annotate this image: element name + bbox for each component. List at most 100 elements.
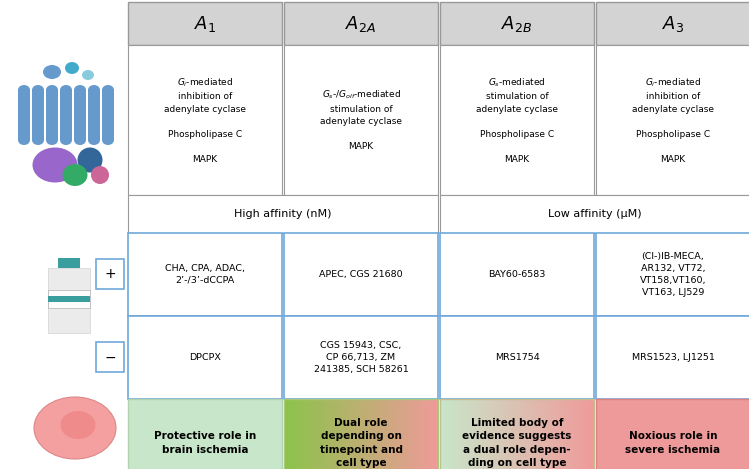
Bar	[658, 399, 660, 469]
Bar	[545, 399, 547, 469]
Bar	[548, 399, 550, 469]
Bar	[191, 399, 193, 469]
Bar	[156, 399, 158, 469]
Bar	[665, 399, 667, 469]
Bar	[733, 399, 735, 469]
Bar	[718, 399, 720, 469]
Bar	[551, 399, 553, 469]
Bar	[512, 399, 515, 469]
Bar	[445, 399, 446, 469]
Bar	[205, 399, 207, 469]
Bar	[252, 399, 255, 469]
Bar	[217, 399, 219, 469]
Bar	[474, 399, 476, 469]
Bar	[452, 399, 455, 469]
Bar	[678, 399, 679, 469]
Bar	[367, 399, 369, 469]
Bar	[233, 399, 234, 469]
Bar	[520, 399, 522, 469]
Bar	[440, 233, 594, 316]
Bar	[258, 399, 259, 469]
Bar	[182, 399, 184, 469]
Bar	[284, 233, 438, 316]
Bar	[231, 399, 233, 469]
Bar	[370, 399, 372, 469]
Bar	[483, 399, 485, 469]
Bar	[315, 399, 317, 469]
Bar	[102, 90, 114, 140]
Bar	[473, 399, 474, 469]
Bar	[515, 399, 518, 469]
Bar	[715, 399, 717, 469]
Bar	[687, 399, 689, 469]
Ellipse shape	[61, 411, 96, 439]
Bar	[401, 399, 403, 469]
Bar	[284, 399, 438, 469]
Bar	[301, 399, 303, 469]
Bar	[596, 399, 598, 469]
Bar	[455, 399, 458, 469]
Ellipse shape	[102, 135, 114, 145]
Bar	[46, 90, 58, 140]
Bar	[588, 399, 590, 469]
Bar	[189, 399, 192, 469]
Bar	[424, 399, 426, 469]
Bar	[310, 399, 312, 469]
Bar	[230, 399, 231, 469]
Bar	[236, 399, 238, 469]
Bar	[521, 399, 524, 469]
Bar	[333, 399, 336, 469]
Bar	[614, 399, 616, 469]
Bar	[610, 399, 612, 469]
Bar	[640, 399, 643, 469]
Bar	[627, 399, 629, 469]
Bar	[297, 399, 298, 469]
Bar	[213, 399, 215, 469]
Bar	[228, 399, 230, 469]
Bar	[655, 399, 657, 469]
Text: +: +	[104, 267, 116, 281]
Text: DPCPX: DPCPX	[189, 353, 221, 362]
Bar	[489, 399, 491, 469]
Bar	[389, 399, 391, 469]
Bar	[585, 399, 586, 469]
Bar	[261, 399, 262, 469]
Bar	[128, 195, 438, 233]
Bar	[364, 399, 366, 469]
Bar	[128, 45, 282, 195]
Bar	[175, 399, 176, 469]
Bar	[234, 399, 236, 469]
Bar	[688, 399, 691, 469]
Bar	[226, 399, 228, 469]
Bar	[48, 296, 90, 302]
Bar	[675, 399, 676, 469]
Bar	[616, 399, 618, 469]
Bar	[735, 399, 736, 469]
Bar	[319, 399, 321, 469]
Bar	[492, 399, 494, 469]
Bar	[318, 399, 320, 469]
Bar	[165, 399, 167, 469]
Bar	[276, 399, 278, 469]
Bar	[285, 399, 288, 469]
Bar	[440, 399, 442, 469]
Bar	[378, 399, 380, 469]
Bar	[602, 399, 604, 469]
Bar	[709, 399, 711, 469]
Bar	[601, 399, 603, 469]
Bar	[630, 399, 632, 469]
Bar	[554, 399, 556, 469]
Bar	[264, 399, 266, 469]
Bar	[560, 399, 562, 469]
Bar	[162, 399, 164, 469]
Bar	[440, 45, 594, 195]
Bar	[329, 399, 331, 469]
Bar	[336, 399, 339, 469]
Bar	[142, 399, 144, 469]
Text: $G_i$-mediated
inhibition of
adenylate cyclase

Phospholipase C

MAPK: $G_i$-mediated inhibition of adenylate c…	[632, 76, 714, 164]
Bar	[313, 399, 315, 469]
Ellipse shape	[65, 62, 79, 74]
Bar	[128, 2, 282, 45]
Bar	[525, 399, 527, 469]
Bar	[631, 399, 634, 469]
